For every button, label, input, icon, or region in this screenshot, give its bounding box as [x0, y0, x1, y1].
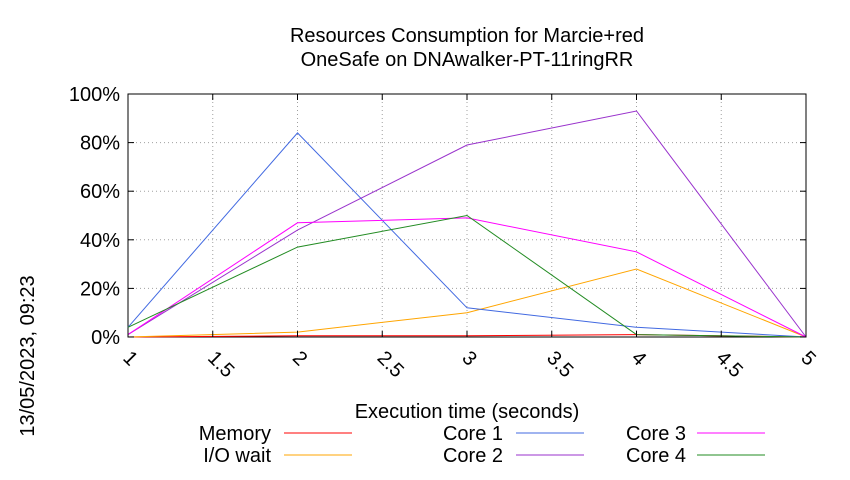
x-tick-label: 3.5: [542, 347, 577, 382]
y-tick-label: 0%: [91, 327, 120, 349]
x-tick-label: 4: [627, 347, 650, 370]
timestamp-label: 13/05/2023, 09:23: [17, 275, 39, 436]
chart-title-line-1: Resources Consumption for Marcie+red: [290, 25, 644, 47]
series-line-core-1: [127, 132, 807, 338]
series-line-core-4: [127, 214, 807, 338]
series-line-core-2: [127, 110, 807, 338]
y-tick-label: 40%: [80, 230, 120, 252]
legend-label-core-3: Core 3: [626, 423, 686, 445]
y-tick-label: 60%: [80, 181, 120, 203]
x-tick-label: 1.5: [203, 347, 238, 382]
chart-title-line-2: OneSafe on DNAwalker-PT-11ringRR: [301, 49, 634, 71]
legend-label-core-4: Core 4: [626, 445, 686, 467]
x-tick-label: 2.5: [373, 347, 408, 382]
x-axis-label: Execution time (seconds): [355, 401, 580, 423]
series-line-core-3: [127, 217, 807, 338]
y-tick-label: 20%: [80, 278, 120, 300]
legend-label-core-2: Core 2: [443, 445, 503, 467]
x-tick-label: 4.5: [712, 347, 747, 382]
legend-label-memory: Memory: [199, 423, 271, 445]
series-layer: [127, 110, 807, 338]
y-tick-label: 80%: [80, 133, 120, 155]
series-line-i-o-wait: [127, 268, 807, 338]
legend-label-core-1: Core 1: [443, 423, 503, 445]
x-tick-label: 2: [288, 347, 311, 370]
grid-layer: [128, 94, 806, 337]
x-tick-label: 3: [457, 347, 480, 370]
x-tick-label: 5: [796, 347, 819, 370]
x-tick-label: 1: [118, 347, 141, 370]
y-tick-label: 100%: [69, 84, 120, 106]
legend-label-i-o-wait: I/O wait: [203, 445, 271, 467]
